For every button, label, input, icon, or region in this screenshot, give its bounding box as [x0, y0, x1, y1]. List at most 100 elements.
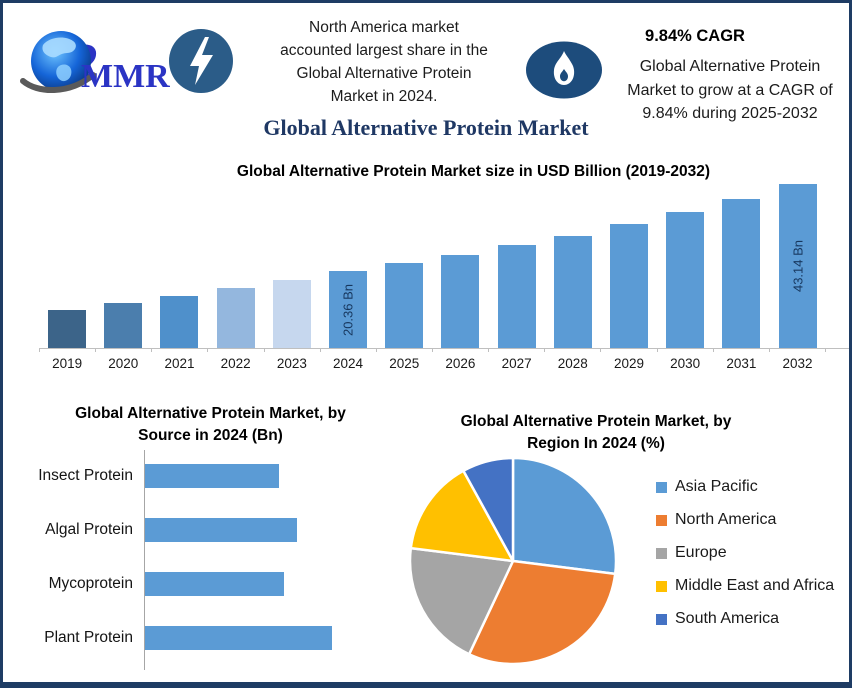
- mmr-globe-logo-icon: 2 MMR: [20, 31, 170, 95]
- cagr-value: 9.84% CAGR: [645, 27, 745, 45]
- x-tick-label-2022: 2022: [220, 356, 251, 371]
- flame-icon: [526, 41, 602, 99]
- lightning-badge: [169, 29, 233, 98]
- source-label: Mycoprotein: [48, 575, 133, 592]
- lightning-bolt-icon: [169, 29, 233, 93]
- x-tick-label-2029: 2029: [613, 356, 644, 371]
- axis-tick: [658, 348, 714, 352]
- bar-2023: [272, 280, 311, 348]
- legend-label: Europe: [675, 544, 727, 561]
- legend-item-north-america: North America: [656, 510, 834, 530]
- legend-label: Middle East and Africa: [675, 577, 835, 594]
- legend-label: North America: [675, 511, 777, 528]
- source-row-plant-protein: Plant Protein: [23, 626, 403, 650]
- axis-tick: [40, 348, 97, 352]
- bar-2025: [385, 263, 424, 348]
- bar-slot-2023: [264, 177, 320, 348]
- axis-tick: [208, 348, 265, 352]
- source-bar: [144, 626, 332, 650]
- x-tick-label-2030: 2030: [670, 356, 701, 371]
- header-highlight-text: North America market accounted largest sh…: [280, 19, 488, 105]
- x-tick-label-2027: 2027: [501, 356, 532, 371]
- x-tick-label-2032: 2032: [782, 356, 813, 371]
- x-tick-label-2028: 2028: [557, 356, 588, 371]
- pie-slice-middle-east-and-africa: [409, 469, 515, 563]
- bar-slot-2031: [713, 177, 769, 348]
- axis-tick: [545, 348, 602, 352]
- axis-tick: [96, 348, 153, 352]
- bar-slot-2029: [601, 177, 657, 348]
- legend-swatch-icon: [656, 481, 667, 493]
- bar-slot-2026: [432, 177, 488, 348]
- bar-2028: [553, 236, 592, 348]
- bar-2030: [666, 212, 705, 348]
- legend-swatch-icon: [656, 547, 667, 559]
- legend-swatch-icon: [656, 613, 667, 625]
- axis-tick: [770, 348, 826, 352]
- x-tick-label-2026: 2026: [445, 356, 476, 371]
- legend-item-middle-east-and-africa: Middle East and Africa: [656, 576, 834, 596]
- bar-2031: [722, 199, 761, 348]
- cagr-description: Global Alternative Protein Market to grow…: [627, 58, 833, 122]
- bar-slot-2030: [657, 177, 713, 348]
- x-tick-label-2024: 2024: [333, 356, 364, 371]
- x-tick-label-2031: 2031: [726, 356, 757, 371]
- bar-2026: [441, 255, 480, 348]
- bar-slot-2025: [376, 177, 432, 348]
- bar-slot-2022: [208, 177, 264, 348]
- pie-slice-europe: [408, 546, 515, 656]
- region-pie-svg: [408, 456, 618, 666]
- region-legend: Asia Pacific North America Europe Middle Ea…: [656, 477, 834, 642]
- bar-2027: [497, 245, 536, 348]
- source-label: Algal Protein: [45, 521, 133, 538]
- source-bar: [144, 572, 284, 596]
- annual-chart-title: Global Alternative Protein Market size i…: [236, 163, 711, 180]
- logo-text: MMR: [81, 58, 170, 95]
- axis-tick: [489, 348, 546, 352]
- page-title: Global Alternative Protein Market: [263, 115, 589, 140]
- source-row-algal-protein: Algal Protein: [23, 518, 403, 542]
- source-bar: [144, 518, 297, 542]
- region-chart-title: Global Alternative Protein Market, by Reg…: [460, 413, 732, 452]
- pie-slice-north-america: [467, 559, 617, 666]
- annual-x-axis: [39, 348, 849, 349]
- axis-tick: [265, 348, 321, 352]
- x-tick-label-2025: 2025: [389, 356, 420, 371]
- axis-tick: [377, 348, 433, 352]
- axis-tick: [433, 348, 490, 352]
- axis-tick: [152, 348, 209, 352]
- bar-value-label-2032: 43.14 Bn: [790, 239, 806, 293]
- source-bar: [144, 464, 279, 488]
- source-row-mycoprotein: Mycoprotein: [23, 572, 403, 596]
- bar-slot-2021: [151, 177, 207, 348]
- axis-tick: [321, 348, 377, 352]
- bar-slot-2032: 43.14 Bn: [769, 177, 825, 348]
- source-y-axis: [144, 450, 145, 670]
- legend-label: Asia Pacific: [675, 478, 758, 495]
- bar-2022: [216, 288, 255, 348]
- x-tick-label-2019: 2019: [52, 356, 83, 371]
- legend-item-asia-pacific: Asia Pacific: [656, 477, 834, 497]
- cagr-callout: 9.84% CAGR Global Alternative Protein Mar…: [609, 27, 849, 126]
- legend-swatch-icon: [656, 580, 667, 592]
- legend-label: South America: [675, 610, 780, 627]
- flame-badge: [525, 41, 603, 106]
- bar-slot-2028: [545, 177, 601, 348]
- bar-slot-2027: [489, 177, 545, 348]
- source-rows: Insect Protein Algal Protein Mycoprotein Pl…: [23, 450, 403, 650]
- axis-tick: [714, 348, 770, 352]
- pie-slice-asia-pacific: [511, 456, 618, 576]
- source-label: Plant Protein: [44, 629, 133, 646]
- source-label: Insect Protein: [38, 467, 133, 484]
- bar-2032: 43.14 Bn: [778, 184, 817, 348]
- x-tick-label-2023: 2023: [276, 356, 307, 371]
- legend-item-europe: Europe: [656, 543, 834, 563]
- bar-slot-2020: [95, 177, 151, 348]
- source-row-insect-protein: Insect Protein: [23, 464, 403, 488]
- legend-swatch-icon: [656, 514, 667, 526]
- bar-2029: [609, 224, 648, 348]
- x-tick-label-2021: 2021: [164, 356, 195, 371]
- bar-2024: 20.36 Bn: [329, 271, 368, 348]
- annual-axis-ticks: [39, 348, 826, 352]
